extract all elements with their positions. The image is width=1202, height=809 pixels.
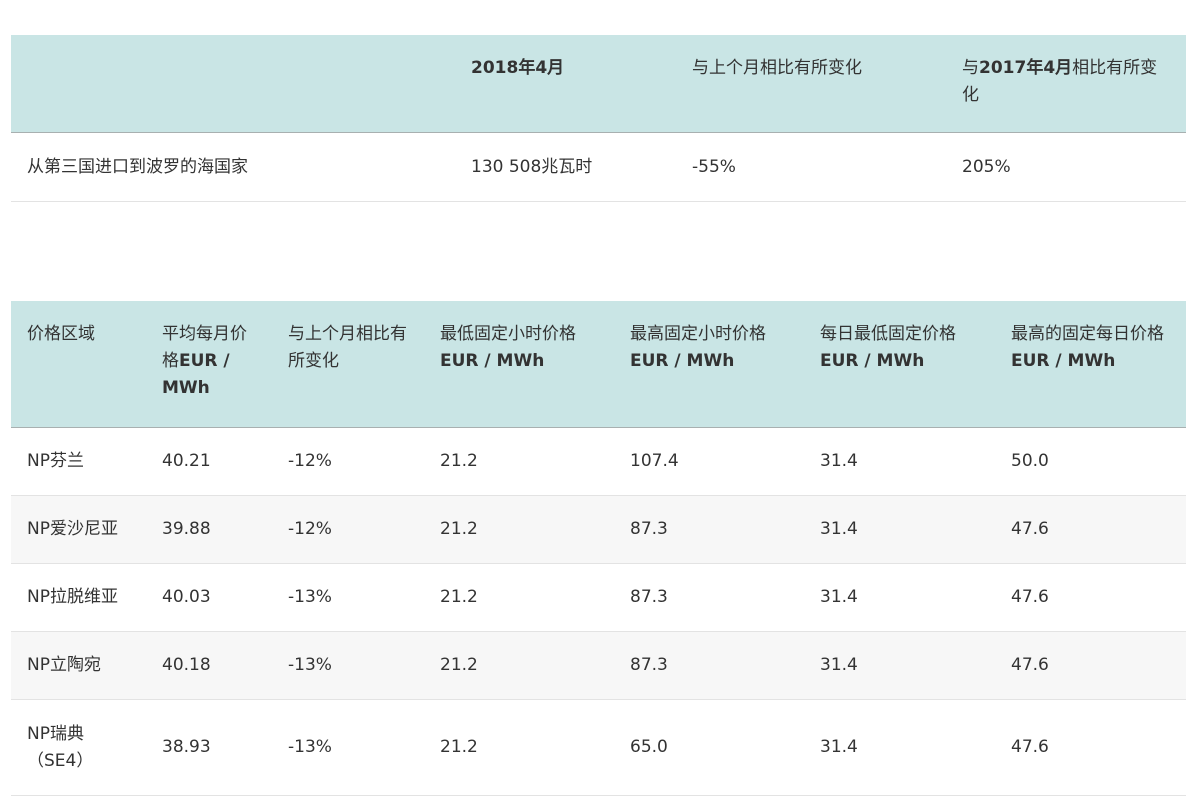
table-cell: 39.88 — [146, 495, 272, 564]
table-row: NP爱沙尼亚 39.88 -12% 21.2 87.3 31.4 47.6 — [11, 495, 1186, 564]
header-blank — [11, 35, 455, 133]
header-label: 最高固定小时价格 — [630, 324, 766, 344]
table-cell: 31.4 — [804, 495, 995, 564]
table-cell: 21.2 — [424, 631, 614, 700]
column-header: 最高固定小时价格 EUR / MWh — [614, 301, 804, 428]
column-header: 最低固定小时价格 EUR / MWh — [424, 301, 614, 428]
table-row: NP立陶宛 40.18 -13% 21.2 87.3 31.4 47.6 — [11, 631, 1186, 700]
column-header: 每日最低固定价格 EUR / MWh — [804, 301, 995, 428]
table-cell: 87.3 — [614, 563, 804, 632]
baltic-import-table: 2018年4月 与上个月相比有所变化 与2017年4月相比有所变化 从第三国进口… — [11, 35, 1186, 202]
cell-change-month: -55% — [676, 132, 946, 202]
price-area-name: NP爱沙尼亚 — [11, 495, 146, 564]
table-cell: -13% — [272, 631, 424, 700]
table-cell: 21.2 — [424, 427, 614, 496]
row-label: 从第三国进口到波罗的海国家 — [11, 132, 455, 202]
header-label: 最高的固定每日价格 — [1011, 324, 1164, 344]
table-cell: 21.2 — [424, 495, 614, 564]
table-cell: 47.6 — [995, 495, 1186, 564]
table-row: NP芬兰 40.21 -12% 21.2 107.4 31.4 50.0 — [11, 427, 1186, 496]
table-cell: -13% — [272, 563, 424, 632]
cell-volume: 130 508兆瓦时 — [455, 132, 676, 202]
cell-change-year: 205% — [946, 132, 1186, 202]
table-cell: 21.2 — [424, 699, 614, 796]
table-row: NP拉脱维亚 40.03 -13% 21.2 87.3 31.4 47.6 — [11, 563, 1186, 632]
table-cell: 87.3 — [614, 495, 804, 564]
price-area-name: NP立陶宛 — [11, 631, 146, 700]
header-row: 价格区域 平均每月价格EUR / MWh 与上个月相比有所变化 最低固定小时价格 EUR… — [11, 301, 1186, 428]
table-cell: 38.93 — [146, 699, 272, 796]
header-row: 2018年4月 与上个月相比有所变化 与2017年4月相比有所变化 — [11, 35, 1186, 133]
header-change-vs-april-2017: 与2017年4月相比有所变化 — [946, 35, 1186, 133]
header-label: 最低固定小时价格 — [440, 324, 576, 344]
header-unit: EUR / MWh — [1011, 351, 1116, 371]
price-area-name: NP拉脱维亚 — [11, 563, 146, 632]
header-unit: EUR / MWh — [440, 351, 545, 371]
table-cell: -12% — [272, 495, 424, 564]
header-april-2018: 2018年4月 — [455, 35, 676, 133]
header-unit: EUR / MWh — [162, 351, 230, 398]
table-cell: 31.4 — [804, 427, 995, 496]
table-cell: 21.2 — [424, 563, 614, 632]
header-unit: EUR / MWh — [630, 351, 735, 371]
header-label: 价格区域 — [27, 324, 95, 344]
header-change-vs-last-month: 与上个月相比有所变化 — [676, 35, 946, 133]
table-row: NP瑞典（SE4） 38.93 -13% 21.2 65.0 31.4 47.6 — [11, 699, 1186, 796]
price-area-name: NP瑞典（SE4） — [11, 699, 146, 796]
column-header: 平均每月价格EUR / MWh — [146, 301, 272, 428]
column-header: 价格区域 — [11, 301, 146, 428]
table-row: 从第三国进口到波罗的海国家 130 508兆瓦时 -55% 205% — [11, 132, 1186, 202]
table-cell: 107.4 — [614, 427, 804, 496]
table-cell: 87.3 — [614, 631, 804, 700]
price-area-name: NP芬兰 — [11, 427, 146, 496]
header-label: 与上个月相比有所变化 — [288, 324, 407, 371]
table-cell: 31.4 — [804, 631, 995, 700]
table-cell: -12% — [272, 427, 424, 496]
column-header: 与上个月相比有所变化 — [272, 301, 424, 428]
table-cell: 40.03 — [146, 563, 272, 632]
header-unit: EUR / MWh — [820, 351, 925, 371]
table-cell: 50.0 — [995, 427, 1186, 496]
table-cell: 47.6 — [995, 563, 1186, 632]
column-header: 最高的固定每日价格 EUR / MWh — [995, 301, 1186, 428]
table-cell: 31.4 — [804, 563, 995, 632]
table-cell: 40.18 — [146, 631, 272, 700]
table-cell: -13% — [272, 699, 424, 796]
table-cell: 47.6 — [995, 631, 1186, 700]
header-label: 每日最低固定价格 — [820, 324, 956, 344]
table-cell: 65.0 — [614, 699, 804, 796]
table-cell: 47.6 — [995, 699, 1186, 796]
header-label: 平均每月价格 — [162, 324, 247, 371]
table-cell: 40.21 — [146, 427, 272, 496]
price-area-table: 价格区域 平均每月价格EUR / MWh 与上个月相比有所变化 最低固定小时价格 EUR… — [11, 301, 1186, 796]
table-cell: 31.4 — [804, 699, 995, 796]
